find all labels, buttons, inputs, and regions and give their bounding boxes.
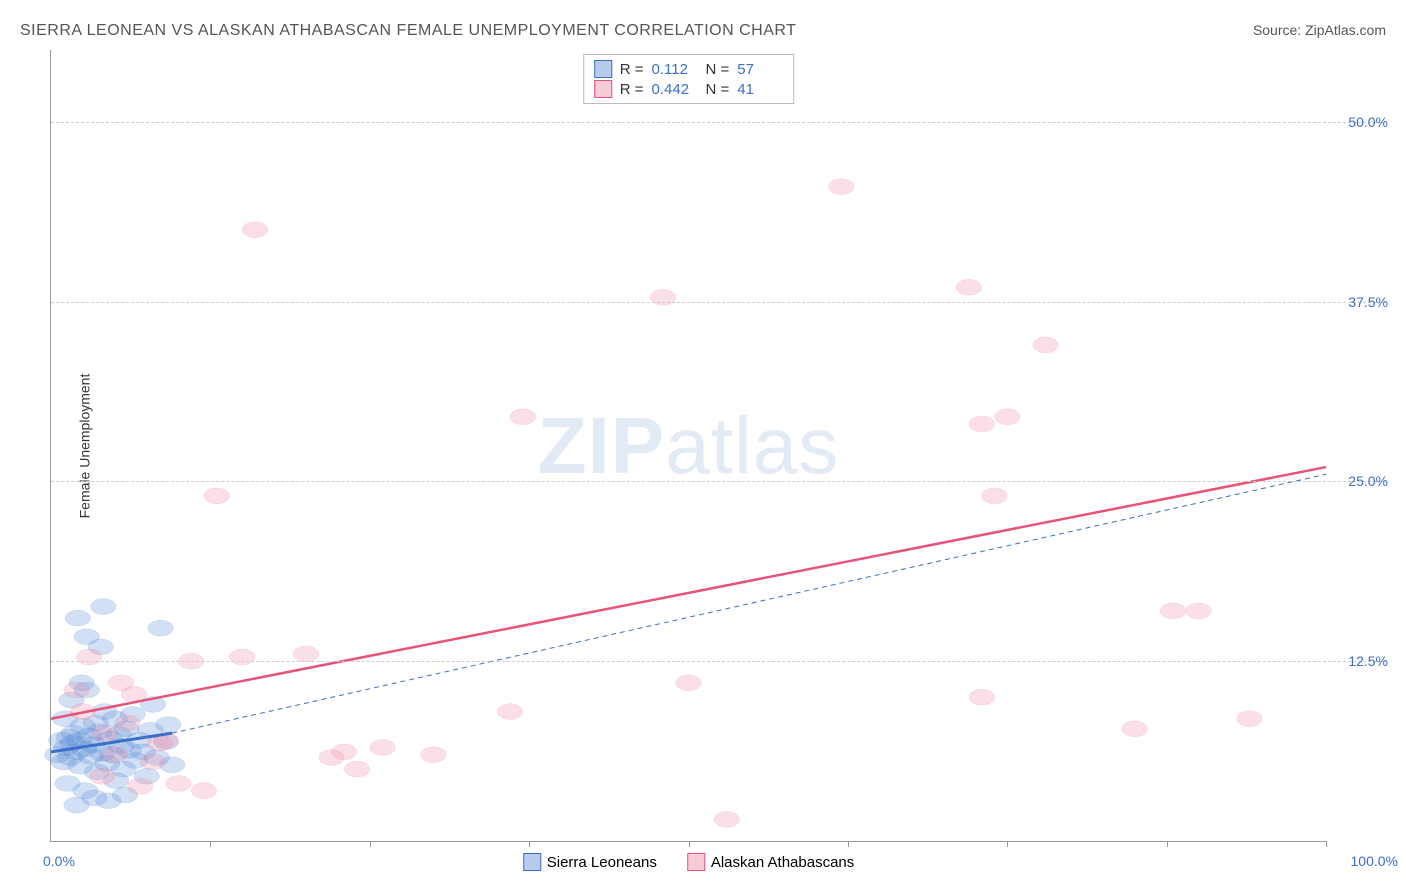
x-tick [370,841,371,847]
x-min-label: 0.0% [43,853,75,869]
stats-row-alaskan: R = 0.442 N = 41 [594,79,784,99]
x-max-label: 100.0% [1351,853,1398,869]
legend-swatch-alaskan [687,853,705,871]
gridline [51,481,1386,482]
y-tick-label: 37.5% [1348,294,1388,310]
y-tick-label: 12.5% [1348,653,1388,669]
x-tick [848,841,849,847]
y-tick-label: 25.0% [1348,473,1388,489]
source-label: Source: ZipAtlas.com [1253,22,1386,38]
legend-item-sierra: Sierra Leoneans [523,853,657,871]
r-label: R = [620,61,644,78]
stats-legend: R = 0.112 N = 57 R = 0.442 N = 41 [583,54,795,104]
y-tick-label: 50.0% [1348,114,1388,130]
n-label: N = [706,61,730,78]
series-legend: Sierra Leoneans Alaskan Athabascans [523,853,855,871]
stats-row-sierra: R = 0.112 N = 57 [594,59,784,79]
swatch-alaskan [594,80,612,98]
r-value-sierra: 0.112 [652,61,698,78]
plot-area: ZIPatlas R = 0.112 N = 57 R = 0.442 N = … [50,50,1326,842]
trend-lines-layer [51,50,1326,841]
x-tick [689,841,690,847]
gridline [51,122,1386,123]
legend-label-sierra: Sierra Leoneans [547,854,657,871]
legend-item-alaskan: Alaskan Athabascans [687,853,854,871]
x-tick [1007,841,1008,847]
trend-line-alaskan [51,467,1326,719]
gridline [51,661,1386,662]
x-tick [1326,841,1327,847]
x-tick [529,841,530,847]
gridline [51,302,1386,303]
n-value-alaskan: 41 [737,81,783,98]
r-label-2: R = [620,81,644,98]
trend-line-sierra [51,733,172,752]
trend-extension-sierra [172,474,1326,733]
correlation-chart: SIERRA LEONEAN VS ALASKAN ATHABASCAN FEM… [0,0,1406,892]
legend-swatch-sierra [523,853,541,871]
n-value-sierra: 57 [737,61,783,78]
x-tick [1167,841,1168,847]
r-value-alaskan: 0.442 [652,81,698,98]
swatch-sierra [594,60,612,78]
legend-label-alaskan: Alaskan Athabascans [711,854,854,871]
x-tick [210,841,211,847]
n-label-2: N = [706,81,730,98]
chart-title: SIERRA LEONEAN VS ALASKAN ATHABASCAN FEM… [20,22,796,40]
